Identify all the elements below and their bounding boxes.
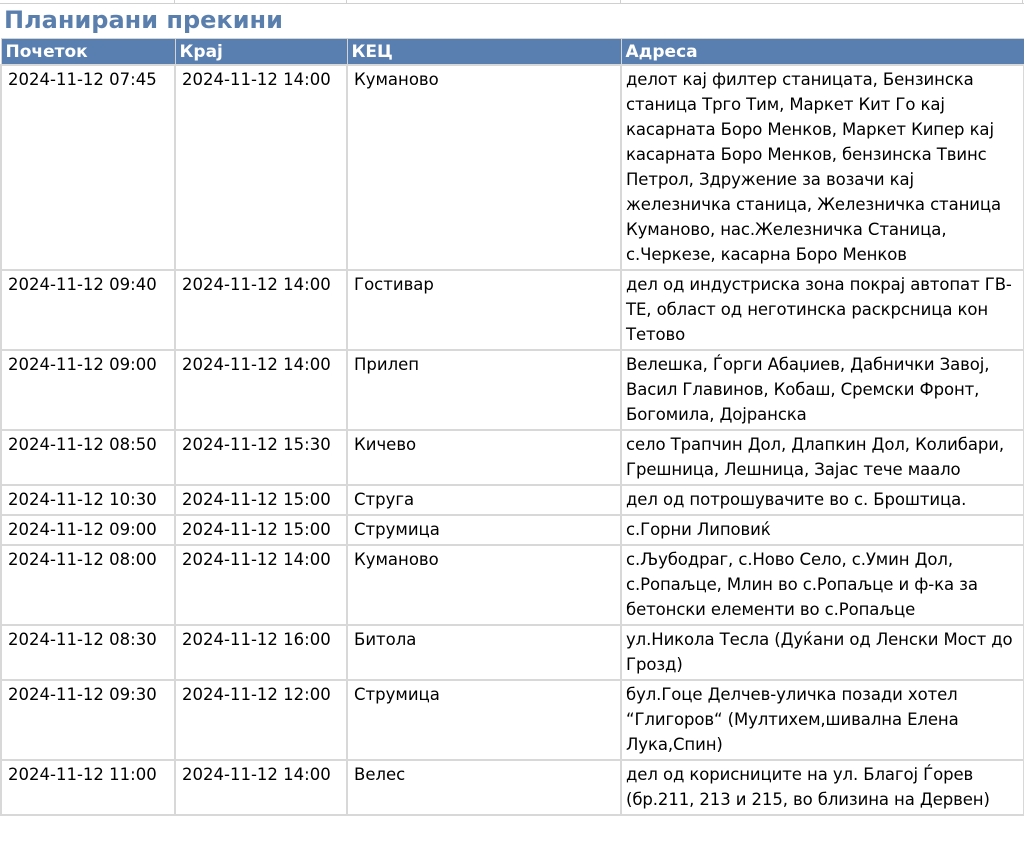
cell-kec: Куманово	[346, 64, 622, 271]
cell-end: 2024-11-12 15:30	[174, 429, 348, 486]
cell-address: дел од потрошувачите во с. Броштица.	[620, 484, 1024, 516]
top-grid-strip	[0, 0, 1024, 4]
cell-end: 2024-11-12 16:00	[174, 624, 348, 681]
cell-end: 2024-11-12 14:00	[174, 269, 348, 351]
column-header-end[interactable]: Крај	[174, 38, 348, 66]
cell-kec: Струга	[346, 484, 622, 516]
cell-end: 2024-11-12 14:00	[174, 759, 348, 816]
cell-address: Велешка, Ѓорги Абаџиев, Дабнички Завој, …	[620, 349, 1024, 431]
table-header-row: Почеток Крај КЕЦ Адреса	[0, 38, 1024, 66]
cell-kec: Кичево	[346, 429, 622, 486]
cell-end: 2024-11-12 14:00	[174, 349, 348, 431]
table-row: 2024-11-12 08:50 2024-11-12 15:30 Кичево се…	[0, 429, 1024, 486]
cell-end: 2024-11-12 15:00	[174, 484, 348, 516]
cell-address: с.Горни Липовиќ	[620, 514, 1024, 546]
cell-end: 2024-11-12 15:00	[174, 514, 348, 546]
cell-address: дел од индустриска зона покрај автопат Г…	[620, 269, 1024, 351]
cell-end: 2024-11-12 14:00	[174, 544, 348, 626]
cell-kec: Струмица	[346, 679, 622, 761]
cell-start: 2024-11-12 07:45	[0, 64, 176, 271]
cell-start: 2024-11-12 08:50	[0, 429, 176, 486]
cell-end: 2024-11-12 14:00	[174, 64, 348, 271]
table-row: 2024-11-12 08:30 2024-11-12 16:00 Битола ул…	[0, 624, 1024, 681]
column-header-address[interactable]: Адреса	[620, 38, 1024, 66]
cell-start: 2024-11-12 09:00	[0, 514, 176, 546]
cell-kec: Куманово	[346, 544, 622, 626]
cell-start: 2024-11-12 08:00	[0, 544, 176, 626]
table-row: 2024-11-12 09:30 2024-11-12 12:00 Струмица…	[0, 679, 1024, 761]
cell-address: с.Љубодраг, с.Ново Село, с.Умин Дол, с.Р…	[620, 544, 1024, 626]
cell-kec: Битола	[346, 624, 622, 681]
column-header-kec[interactable]: КЕЦ	[346, 38, 622, 66]
outages-table: Почеток Крај КЕЦ Адреса 2024-11-12 07:45…	[0, 38, 1024, 816]
cell-start: 2024-11-12 09:30	[0, 679, 176, 761]
cell-kec: Гостивар	[346, 269, 622, 351]
cell-start: 2024-11-12 09:00	[0, 349, 176, 431]
cell-start: 2024-11-12 08:30	[0, 624, 176, 681]
cell-kec: Велес	[346, 759, 622, 816]
table-row: 2024-11-12 07:45 2024-11-12 14:00 Куманово…	[0, 64, 1024, 271]
page-title: Планирани прекини	[4, 6, 283, 34]
cell-address: село Трапчин Дол, Длапкин Дол, Колибари,…	[620, 429, 1024, 486]
table-row: 2024-11-12 09:00 2024-11-12 14:00 Прилеп Ве…	[0, 349, 1024, 431]
table-row: 2024-11-12 09:00 2024-11-12 15:00 Струмица…	[0, 514, 1024, 546]
table-row: 2024-11-12 08:00 2024-11-12 14:00 Куманово…	[0, 544, 1024, 626]
cell-start: 2024-11-12 09:40	[0, 269, 176, 351]
cell-kec: Прилеп	[346, 349, 622, 431]
cell-end: 2024-11-12 12:00	[174, 679, 348, 761]
table-row: 2024-11-12 09:40 2024-11-12 14:00 Гостивар…	[0, 269, 1024, 351]
cell-address: бул.Гоце Делчев-уличка позади хотел “Гли…	[620, 679, 1024, 761]
table-row: 2024-11-12 11:00 2024-11-12 14:00 Велес дел…	[0, 759, 1024, 816]
cell-address: ул.Никола Тесла (Дуќани од Ленски Мост д…	[620, 624, 1024, 681]
cell-start: 2024-11-12 11:00	[0, 759, 176, 816]
cell-address: делот кај филтер станицата, Бензинска ст…	[620, 64, 1024, 271]
column-header-start[interactable]: Почеток	[0, 38, 176, 66]
table-row: 2024-11-12 10:30 2024-11-12 15:00 Струга де…	[0, 484, 1024, 516]
cell-address: дел од корисниците на ул. Благој Ѓорев (…	[620, 759, 1024, 816]
cell-kec: Струмица	[346, 514, 622, 546]
cell-start: 2024-11-12 10:30	[0, 484, 176, 516]
